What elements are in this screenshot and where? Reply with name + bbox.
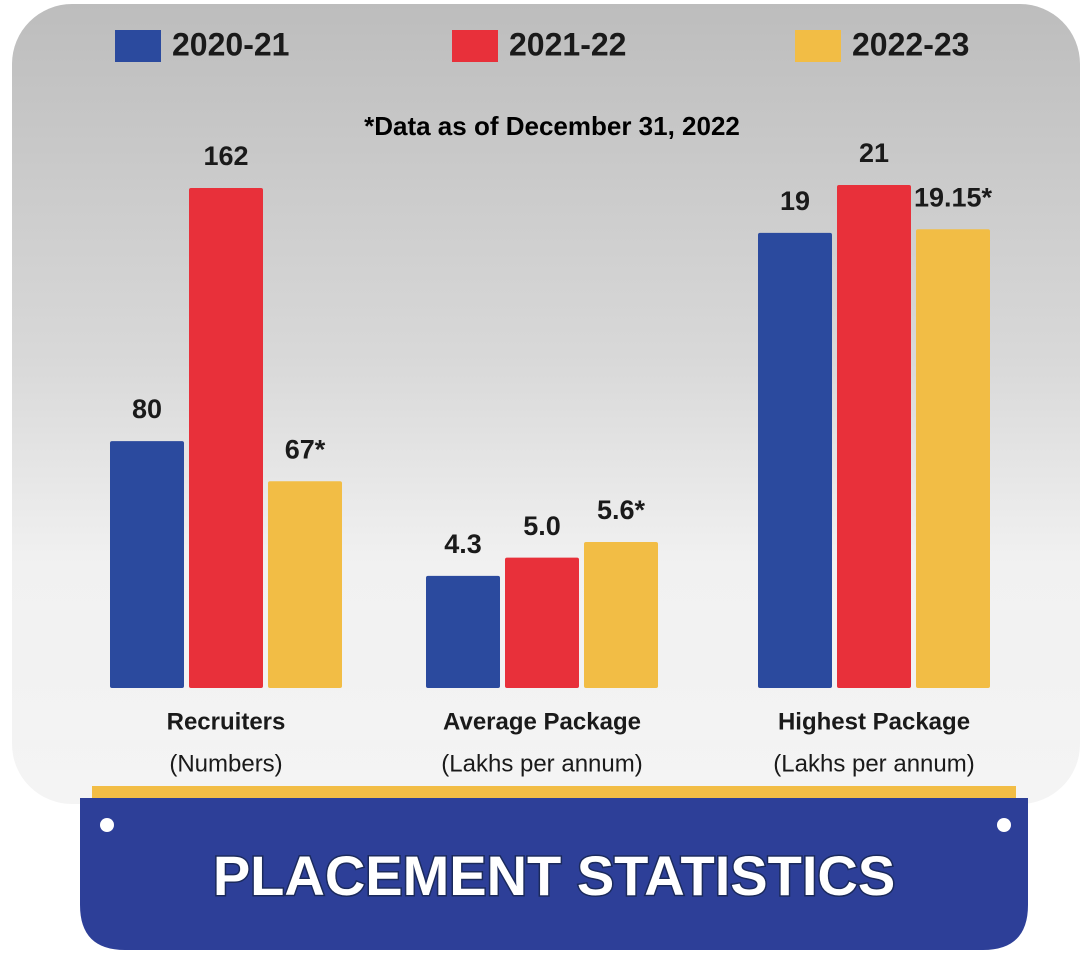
value-label: 67* [285, 434, 326, 464]
value-label: 80 [132, 394, 162, 424]
legend-swatch [115, 30, 161, 62]
rivet [997, 818, 1011, 832]
category-label: Recruiters [167, 708, 286, 735]
category-label: Average Package [443, 708, 641, 735]
value-label: 5.0 [523, 511, 561, 541]
note: *Data as of December 31, 2022 [364, 111, 740, 141]
category-unit: (Lakhs per annum) [441, 750, 642, 777]
bar [110, 441, 184, 688]
value-label: 4.3 [444, 529, 482, 559]
banner-stripe [92, 786, 1016, 798]
bar [584, 542, 658, 688]
rivet [100, 818, 114, 832]
value-label: 21 [859, 138, 889, 168]
bar [426, 575, 500, 688]
category-unit: (Lakhs per annum) [773, 750, 974, 777]
value-label: 19.15* [914, 182, 993, 212]
legend-label: 2020-21 [172, 26, 289, 62]
legend-label: 2021-22 [509, 26, 626, 62]
value-label: 19 [780, 186, 810, 216]
legend-label: 2022-23 [852, 26, 969, 62]
bar [189, 188, 263, 688]
legend-swatch [452, 30, 498, 62]
bar [505, 557, 579, 688]
category-unit: (Numbers) [169, 750, 282, 777]
value-label: 162 [203, 141, 248, 171]
category-label: Highest Package [778, 708, 970, 735]
bar [758, 232, 832, 688]
chart-title: PLACEMENT STATISTICS [213, 844, 895, 907]
legend-swatch [795, 30, 841, 62]
bar [916, 229, 990, 689]
bar [268, 481, 342, 688]
banner [80, 798, 1028, 950]
value-label: 5.6* [597, 495, 646, 525]
bar [837, 185, 911, 688]
